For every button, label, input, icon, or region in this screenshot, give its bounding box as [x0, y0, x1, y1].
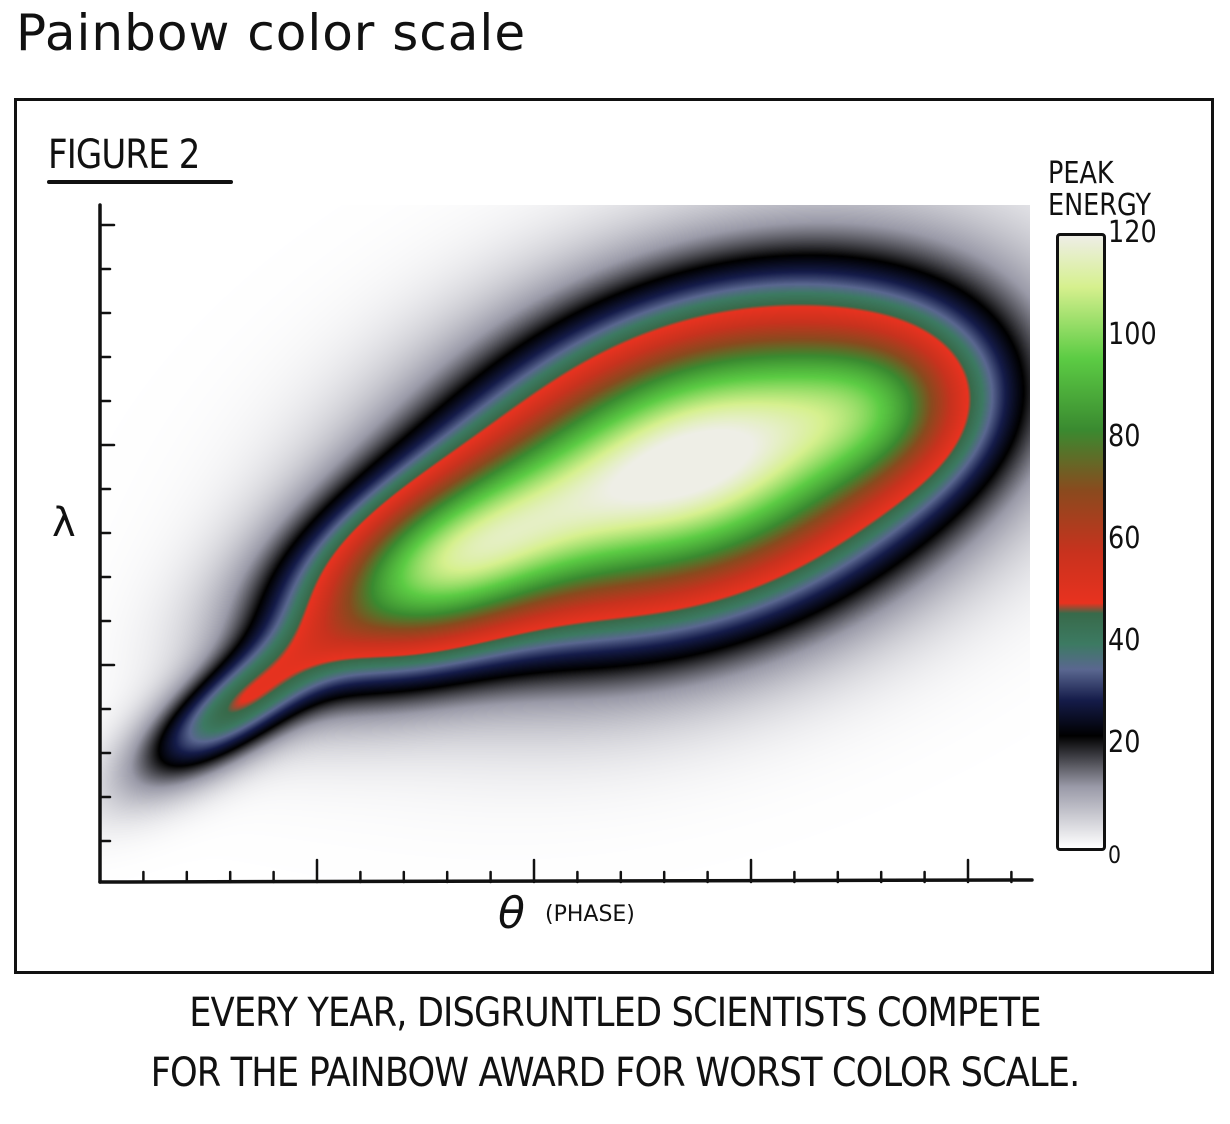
colorbar-title: PEAK ENERGY: [1048, 156, 1152, 223]
heatmap: [100, 205, 1030, 880]
page-title: Painbow color scale: [16, 4, 527, 62]
figure-underline: [47, 180, 233, 184]
comic-panel: [14, 98, 1214, 974]
colorbar: [1056, 233, 1106, 851]
colorbar-tick-label: 100: [1108, 317, 1157, 352]
x-axis-label: θ: [498, 888, 525, 939]
colorbar-tick-label: 20: [1108, 725, 1141, 760]
colorbar-tick-label: 120: [1108, 215, 1157, 250]
figure-label: FIGURE 2: [48, 132, 200, 178]
x-axis-line: [98, 878, 1034, 884]
caption-line-1: EVERY YEAR, DISGRUNTLED SCIENTISTS COMPE…: [189, 990, 1041, 1036]
caption-line-2: FOR THE PAINBOW AWARD FOR WORST COLOR SC…: [150, 1050, 1081, 1096]
colorbar-tick-label: 0: [1108, 841, 1121, 869]
x-axis-note: (PHASE): [545, 902, 635, 927]
y-axis-label: λ: [52, 500, 76, 546]
colorbar-tick-label: 80: [1108, 419, 1141, 454]
colorbar-tick-label: 40: [1108, 623, 1141, 658]
colorbar-tick-label: 60: [1108, 521, 1141, 556]
